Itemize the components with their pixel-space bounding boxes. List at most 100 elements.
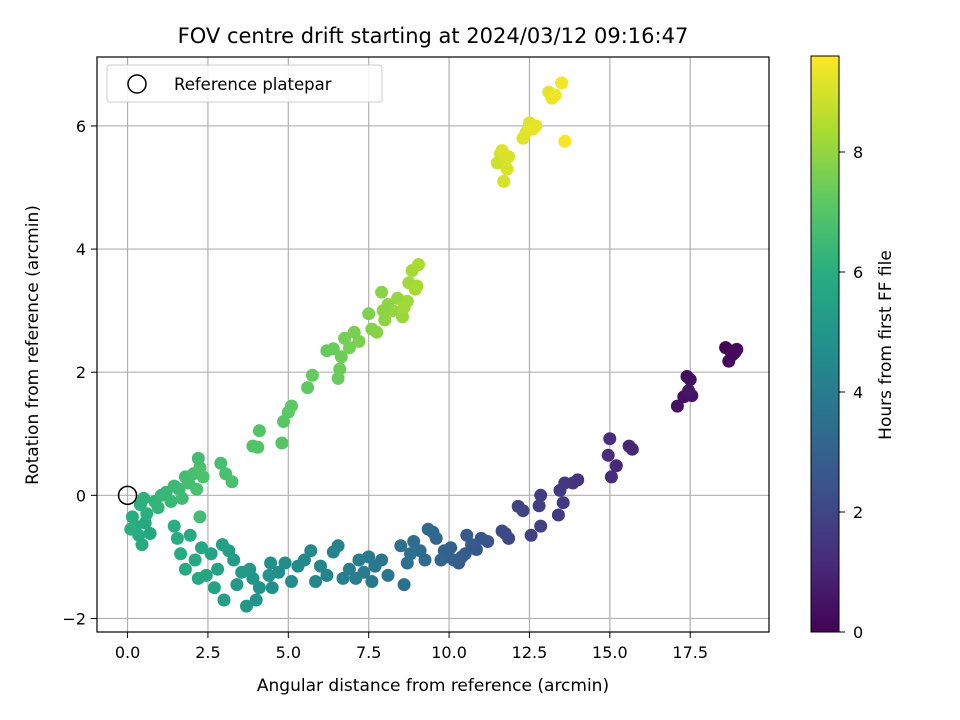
data-point	[309, 575, 323, 588]
data-point	[553, 483, 567, 497]
data-point	[342, 341, 356, 355]
x-tick-label: 0.0	[115, 643, 140, 662]
data-point	[474, 531, 488, 545]
data-point	[625, 442, 639, 456]
data-points	[124, 76, 744, 613]
data-point	[556, 496, 570, 510]
colorbar-tick-label: 8	[853, 143, 863, 162]
data-point	[551, 508, 565, 522]
data-point	[408, 282, 422, 296]
data-point	[497, 174, 511, 188]
data-point	[262, 568, 276, 582]
plot-frame	[96, 56, 770, 633]
data-point	[175, 491, 189, 505]
data-point	[178, 562, 192, 576]
data-point	[140, 507, 154, 521]
colorbar-tick-label: 4	[853, 383, 863, 402]
data-point	[407, 535, 421, 548]
y-tick-label: 6	[76, 117, 86, 136]
reference-point	[117, 485, 138, 506]
data-point	[421, 522, 435, 536]
y-tick-label: 4	[76, 240, 86, 259]
legend-marker-icon	[127, 74, 147, 94]
data-point	[125, 510, 139, 524]
data-point	[342, 562, 356, 576]
data-point	[495, 524, 509, 538]
legend: Reference platepar	[106, 64, 383, 103]
data-point	[265, 581, 279, 595]
legend-label: Reference platepar	[174, 75, 332, 94]
data-point	[326, 545, 340, 559]
x-tick-label: 2.5	[195, 643, 220, 662]
data-point	[264, 556, 278, 570]
data-point	[278, 556, 292, 570]
data-point	[251, 440, 265, 454]
data-point	[376, 304, 390, 318]
x-axis-ticks: 0.0 2.5 5.0 7.5 10.0 12.5 15.0 17.5	[115, 632, 708, 662]
data-point	[285, 399, 298, 413]
data-point	[252, 581, 266, 595]
data-point	[235, 565, 249, 579]
data-point	[534, 488, 548, 502]
data-point	[532, 499, 546, 513]
data-point	[365, 575, 379, 588]
data-point	[275, 436, 289, 450]
data-point	[400, 556, 414, 570]
y-tick-label: −2	[62, 609, 86, 628]
data-point	[211, 562, 225, 576]
data-point	[190, 482, 204, 496]
data-point	[349, 571, 363, 585]
data-point	[195, 541, 208, 555]
data-point	[352, 334, 366, 348]
data-point	[370, 325, 384, 339]
data-point	[230, 578, 244, 592]
data-point	[524, 528, 538, 542]
data-point	[558, 134, 572, 148]
data-point	[682, 384, 696, 398]
data-point	[386, 304, 400, 318]
data-point	[336, 571, 350, 585]
data-point	[548, 88, 562, 102]
data-point	[225, 475, 239, 489]
data-point	[397, 301, 411, 315]
x-tick-label: 7.5	[356, 643, 381, 662]
data-point	[334, 350, 348, 364]
chart-title: FOV centre drift starting at 2024/03/12 …	[178, 24, 689, 48]
data-point	[601, 448, 615, 462]
data-point	[124, 522, 138, 536]
legend-box	[106, 64, 383, 103]
data-point	[609, 459, 623, 473]
data-point	[375, 285, 389, 299]
data-point	[412, 258, 425, 271]
data-point	[381, 568, 395, 582]
data-point	[143, 527, 157, 540]
data-point	[495, 144, 509, 158]
x-tick-label: 5.0	[276, 643, 301, 662]
data-point	[214, 456, 228, 470]
data-point	[434, 553, 448, 567]
data-point	[240, 599, 253, 613]
data-point	[183, 528, 197, 542]
data-point	[314, 559, 327, 573]
data-point	[305, 368, 319, 382]
colorbar	[810, 55, 840, 633]
data-point	[604, 470, 618, 484]
colorbar-label: Hours from first FF file	[876, 250, 896, 440]
x-axis-label: Angular distance from reference (arcmin)	[257, 676, 609, 696]
data-point	[320, 568, 334, 582]
data-point	[304, 544, 318, 558]
data-point	[670, 399, 684, 413]
colorbar-tick-label: 6	[853, 263, 863, 282]
data-point	[326, 342, 340, 356]
data-point	[191, 451, 205, 465]
data-point	[368, 559, 382, 573]
data-point	[174, 547, 188, 561]
data-point	[191, 571, 205, 585]
data-point	[151, 501, 165, 515]
data-point	[249, 593, 263, 607]
data-point	[217, 593, 231, 607]
data-point	[529, 119, 543, 133]
data-point	[511, 499, 525, 513]
data-point	[252, 424, 266, 438]
